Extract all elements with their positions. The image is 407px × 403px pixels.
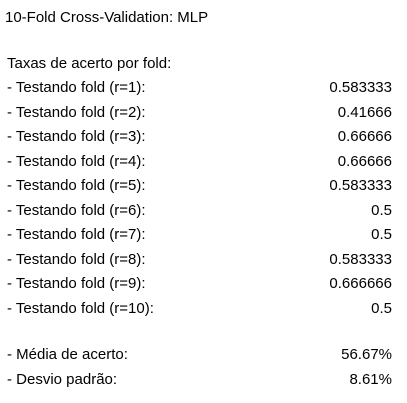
fold-row-8: - Testando fold (r=8): 0.583333 [7, 251, 392, 276]
fold-row-3: - Testando fold (r=3): 0.66666 [7, 128, 392, 153]
fold-value: 0.66666 [337, 128, 392, 145]
fold-row-5: - Testando fold (r=5): 0.583333 [7, 177, 392, 202]
fold-label: - Testando fold (r=10): [7, 299, 154, 317]
fold-value: 0.666666 [329, 275, 392, 292]
fold-row-4: - Testando fold (r=4): 0.66666 [7, 153, 392, 178]
fold-label: - Testando fold (r=7): [7, 226, 146, 243]
fold-value: 0.583333 [329, 79, 392, 96]
fold-label: - Testando fold (r=2): [7, 103, 146, 121]
fold-value: 0.583333 [329, 177, 392, 194]
fold-label: - Testando fold (r=3): [7, 128, 146, 145]
mean-accuracy-label: - Média de acerto: [7, 346, 128, 363]
fold-label: - Testando fold (r=8): [7, 250, 146, 268]
fold-value: 0.41666 [337, 103, 392, 121]
std-deviation-label: - Desvio padrão: [7, 370, 118, 388]
fold-value: 0.583333 [329, 250, 392, 268]
std-deviation-row: - Desvio padrão: 8.61% [7, 371, 392, 396]
fold-row-7: - Testando fold (r=7): 0.5 [7, 226, 392, 251]
fold-row-1: - Testando fold (r=1): 0.583333 [7, 79, 392, 104]
fold-value: 0.5 [371, 299, 392, 317]
fold-label: - Testando fold (r=6): [7, 201, 146, 219]
fold-value: 0.5 [371, 226, 392, 243]
fold-label: - Testando fold (r=9): [7, 275, 146, 292]
summary-section: - Média de acerto: 56.67% - Desvio padrã… [7, 346, 392, 395]
fold-row-10: - Testando fold (r=10): 0.5 [7, 300, 392, 325]
fold-label: - Testando fold (r=4): [7, 152, 146, 170]
page-title: 10-Fold Cross-Validation: MLP [5, 9, 209, 26]
std-deviation-value: 8.61% [349, 370, 392, 388]
mean-accuracy-value: 56.67% [341, 346, 392, 363]
fold-label: - Testando fold (r=5): [7, 177, 146, 194]
fold-row-2: - Testando fold (r=2): 0.41666 [7, 104, 392, 129]
mean-accuracy-row: - Média de acerto: 56.67% [7, 346, 392, 371]
fold-row-6: - Testando fold (r=6): 0.5 [7, 202, 392, 227]
fold-value: 0.5 [371, 201, 392, 219]
section-heading: Taxas de acerto por fold: [7, 55, 172, 72]
fold-label: - Testando fold (r=1): [7, 79, 146, 96]
fold-row-9: - Testando fold (r=9): 0.666666 [7, 275, 392, 300]
fold-value: 0.66666 [337, 152, 392, 170]
fold-results-list: - Testando fold (r=1): 0.583333 - Testan… [7, 79, 392, 324]
